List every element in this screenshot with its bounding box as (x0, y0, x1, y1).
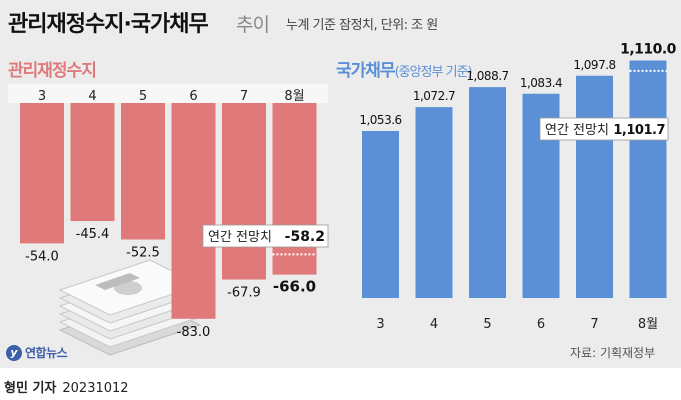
fiscal-bar (272, 103, 317, 275)
fiscal-reference-box (202, 224, 329, 248)
fiscal-value-label: -54.0 (25, 249, 59, 264)
yonhap-logo: y 연합뉴스 (6, 344, 68, 361)
fiscal-tick-label: 8월 (284, 89, 304, 104)
fiscal-tick-label: 4 (88, 89, 96, 104)
byline: 형민 기자 20231012 (4, 377, 129, 396)
debt-tick-label: 8월 (638, 317, 658, 332)
charts-svg: 3 -54.0 4 -45.4 5 -52.5 6 -83.0 7 -67.9 8월 -66.0 연간 … (8, 42, 677, 356)
fiscal-bar (121, 103, 165, 240)
reporter-name: 형민 기자 (4, 381, 57, 396)
national-debt-title: 국가채무(중앙정부 기준) (336, 56, 473, 81)
fiscal-value-label: -52.5 (126, 246, 160, 261)
debt-bar (469, 87, 506, 298)
fiscal-value-label: -45.4 (76, 227, 110, 242)
national-debt-title-main: 국가채무 (336, 61, 396, 81)
debt-reference-label: 연간 전망치 (545, 123, 609, 138)
debt-value-label: 1,088.7 (466, 69, 508, 83)
national-debt-chart: 1,053.6 3 1,072.7 4 1,088.7 5 1,083.4 6 1,097.8 7… (359, 42, 677, 333)
fiscal-bar (20, 103, 64, 244)
fiscal-axis-band (8, 84, 328, 103)
fiscal-bar (70, 103, 115, 222)
fiscal-bar (222, 103, 266, 280)
fiscal-balance-title: 관리재정수지 (8, 61, 97, 81)
debt-value-label: 1,097.8 (573, 58, 615, 72)
fiscal-value-label: -67.9 (227, 286, 261, 301)
debt-bar (576, 75, 613, 298)
debt-tick-label: 3 (376, 317, 384, 332)
debt-value-label: 1,053.6 (359, 113, 401, 127)
chart-title: 관리재정수지·국가채무 (8, 12, 209, 37)
fiscal-reference-label: 연간 전망치 (208, 230, 272, 245)
yonhap-logo-icon: y (6, 344, 22, 361)
debt-bar (629, 60, 667, 298)
debt-tick-label: 7 (590, 317, 598, 332)
fiscal-value-label: -66.0 (273, 278, 316, 296)
national-debt-title-sub: (중앙정부 기준) (394, 65, 473, 80)
debt-tick-label: 5 (483, 317, 491, 332)
debt-bar (415, 107, 453, 298)
chart-subtitle: 누계 기준 잠정치, 단위: 조 원 (286, 18, 438, 33)
fiscal-tick-label: 5 (139, 89, 147, 104)
debt-tick-label: 6 (537, 317, 545, 332)
fiscal-reference-value: -58.2 (285, 229, 325, 245)
money-stack-illustration (58, 259, 202, 356)
fiscal-tick-label: 3 (38, 89, 46, 104)
source-note: 자료: 기획재정부 (570, 346, 656, 360)
publish-date: 20231012 (62, 381, 129, 396)
debt-value-label: 1,110.0 (620, 42, 677, 58)
yonhap-logo-text: 연합뉴스 (25, 346, 68, 360)
debt-tick-label: 4 (430, 317, 438, 332)
debt-bar (362, 131, 399, 298)
fiscal-balance-chart: 3 -54.0 4 -45.4 5 -52.5 6 -83.0 7 -67.9 8월 -66.0 연간 … (8, 84, 329, 340)
fiscal-tick-label: 7 (240, 89, 248, 104)
fiscal-bar (171, 103, 216, 319)
fiscal-tick-label: 6 (189, 89, 197, 104)
fiscal-value-label: -83.0 (177, 325, 211, 340)
debt-reference-box (539, 117, 669, 141)
debt-value-label: 1,083.4 (520, 76, 562, 90)
debt-reference-value: 1,101.7 (613, 123, 665, 138)
chart-title-suffix: 추이 (236, 14, 270, 36)
debt-value-label: 1,072.7 (413, 89, 455, 103)
